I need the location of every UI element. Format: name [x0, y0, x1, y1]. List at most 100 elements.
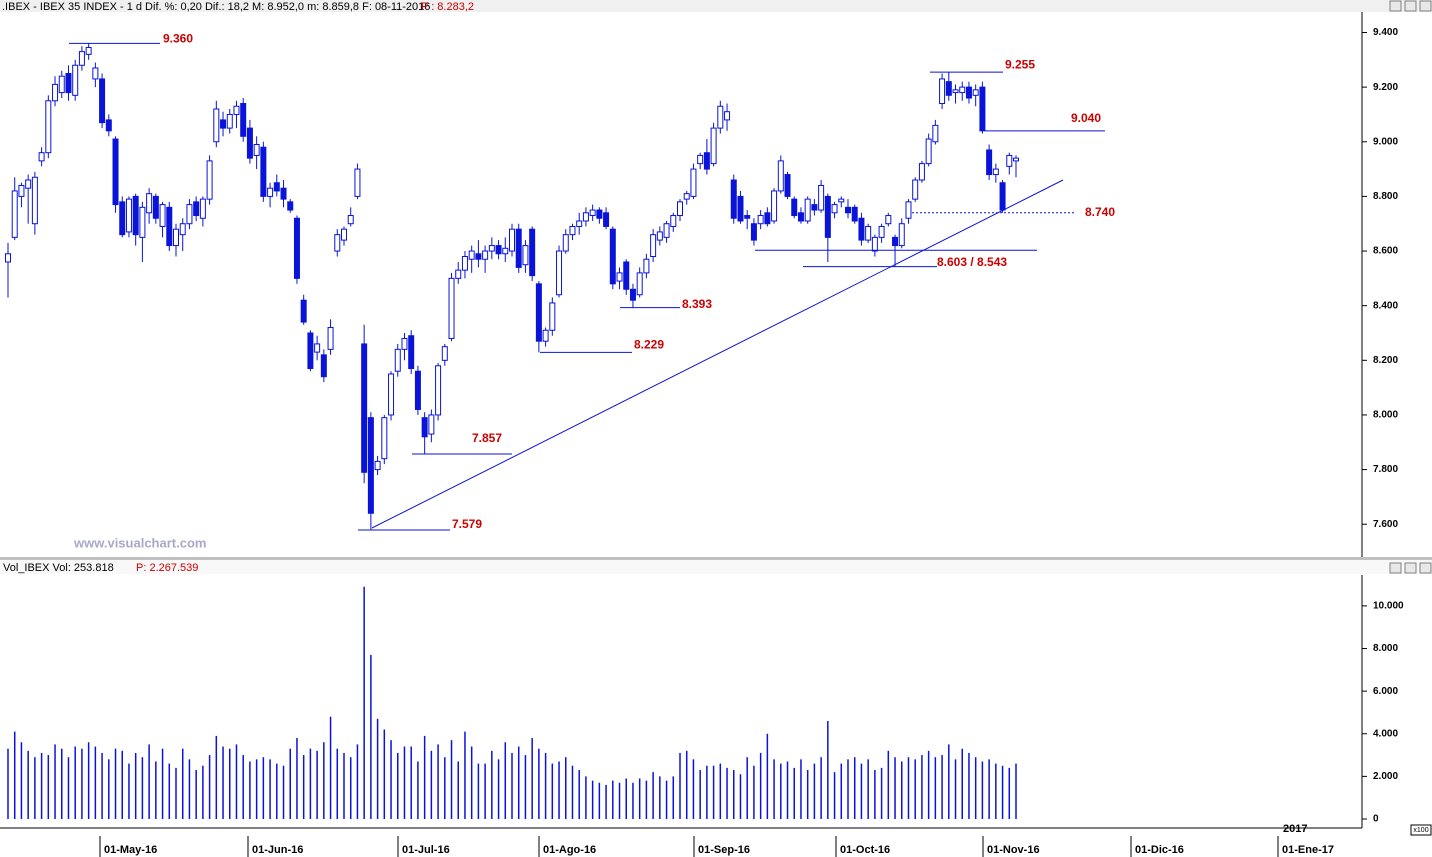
- annotation-label: 8.229: [634, 338, 664, 352]
- candle-body: [549, 302, 556, 331]
- candle-body: [92, 67, 99, 80]
- candle-body: [515, 228, 522, 268]
- annotation-label: 7.579: [452, 517, 482, 531]
- candle-body: [152, 195, 159, 219]
- y-tick-label: 4.000: [1373, 728, 1398, 739]
- y-tick-label: 0: [1373, 814, 1379, 825]
- candle-body: [320, 354, 327, 378]
- candle-body: [65, 72, 72, 94]
- y-tick-label: 8.000: [1373, 643, 1398, 654]
- candle-body: [206, 160, 213, 200]
- y-tick-label: 6.000: [1373, 686, 1398, 697]
- panel-separator: [0, 557, 1432, 560]
- candle-body: [293, 217, 300, 279]
- annotation-label: 8.393: [682, 297, 712, 311]
- candle-body: [932, 124, 939, 143]
- candle-body: [952, 89, 959, 94]
- candle-body: [959, 86, 966, 94]
- candle-body: [804, 198, 811, 222]
- candle-body: [777, 160, 784, 192]
- candle-body: [72, 64, 79, 96]
- window-buttons: [1389, 0, 1432, 574]
- candle-body: [871, 236, 878, 252]
- candle-body: [965, 86, 972, 99]
- x-tick-label: 01-Sep-16: [698, 844, 750, 856]
- candle-body: [589, 209, 596, 217]
- annotation-label: 9.360: [163, 32, 193, 46]
- candle-body: [925, 138, 932, 165]
- close-button[interactable]: [1419, 562, 1432, 574]
- candle-body: [307, 332, 314, 370]
- candle-body: [260, 146, 267, 197]
- candle-body: [972, 89, 979, 96]
- candle-body: [898, 223, 905, 247]
- candle-body: [280, 187, 287, 200]
- candle-body: [670, 215, 677, 227]
- maximize-button[interactable]: [1404, 0, 1417, 12]
- candle-body: [710, 127, 717, 165]
- x-tick-label: 01-Dic-16: [1135, 844, 1184, 856]
- candle-body: [838, 198, 845, 203]
- y-tick-label: 8.400: [1373, 300, 1398, 311]
- candle-body: [905, 201, 912, 219]
- candle-body: [522, 245, 529, 266]
- candle-body: [636, 272, 643, 296]
- maximize-button[interactable]: [1404, 562, 1417, 574]
- candle-body: [945, 81, 952, 96]
- candle-body: [576, 220, 583, 227]
- candle-body: [878, 225, 885, 238]
- y-tick-label: 8.200: [1373, 355, 1398, 366]
- candle-body: [455, 269, 462, 279]
- price-header: .IBEX - IBEX 35 INDEX - 1 d Dif. %: 0,20…: [2, 1, 430, 13]
- candle-body: [482, 250, 489, 260]
- candle-body: [314, 343, 321, 353]
- candle-body: [394, 348, 401, 372]
- candle-body: [112, 138, 119, 206]
- candle-body: [300, 299, 307, 323]
- candle-body: [831, 204, 838, 214]
- minimize-button[interactable]: [1389, 562, 1402, 574]
- candle-body: [697, 154, 704, 165]
- candle-body: [58, 75, 65, 94]
- candle-body: [858, 217, 865, 241]
- candle-body: [737, 195, 744, 222]
- candle-body: [31, 176, 38, 225]
- candle-body: [683, 193, 690, 200]
- candle-body: [186, 204, 193, 225]
- candle-body: [764, 212, 771, 225]
- candle-body: [99, 78, 106, 124]
- candle-body: [488, 245, 495, 252]
- candle-body: [125, 198, 132, 233]
- y-tick-label: 8.800: [1373, 191, 1398, 202]
- candle-body: [811, 204, 818, 211]
- volume-header: Vol_IBEX Vol: 253.818: [3, 562, 114, 574]
- candle-body: [784, 174, 791, 197]
- year-label: 2017: [1283, 823, 1307, 835]
- close-button[interactable]: [1419, 0, 1432, 12]
- candle-body: [52, 83, 59, 102]
- annotation-label: 9.040: [1071, 111, 1101, 125]
- candle-body: [287, 201, 294, 211]
- candle-body: [367, 417, 374, 514]
- minimize-button[interactable]: [1389, 0, 1402, 12]
- candle-body: [717, 105, 724, 129]
- price-header-value: P : 8.283,2: [421, 1, 474, 13]
- x-tick-label: 01-Jun-16: [252, 844, 303, 856]
- candle-body: [146, 193, 153, 214]
- candle-body: [388, 373, 395, 416]
- x-tick-label: 01-Nov-16: [987, 844, 1040, 856]
- candle-body: [603, 212, 610, 227]
- x-tick-label: 01-Jul-16: [402, 844, 450, 856]
- candle-body: [435, 365, 442, 416]
- y-tick-label: 7.800: [1373, 464, 1398, 475]
- candle-body: [159, 204, 166, 227]
- candle-body: [25, 179, 32, 189]
- candle-body: [347, 215, 354, 225]
- candle-body: [824, 195, 831, 238]
- candle-body: [582, 212, 589, 222]
- candle-body: [18, 184, 25, 197]
- y-tick-label: 2.000: [1373, 771, 1398, 782]
- candle-body: [38, 152, 45, 162]
- candle-body: [119, 201, 126, 236]
- scale-note-box: [1410, 824, 1432, 836]
